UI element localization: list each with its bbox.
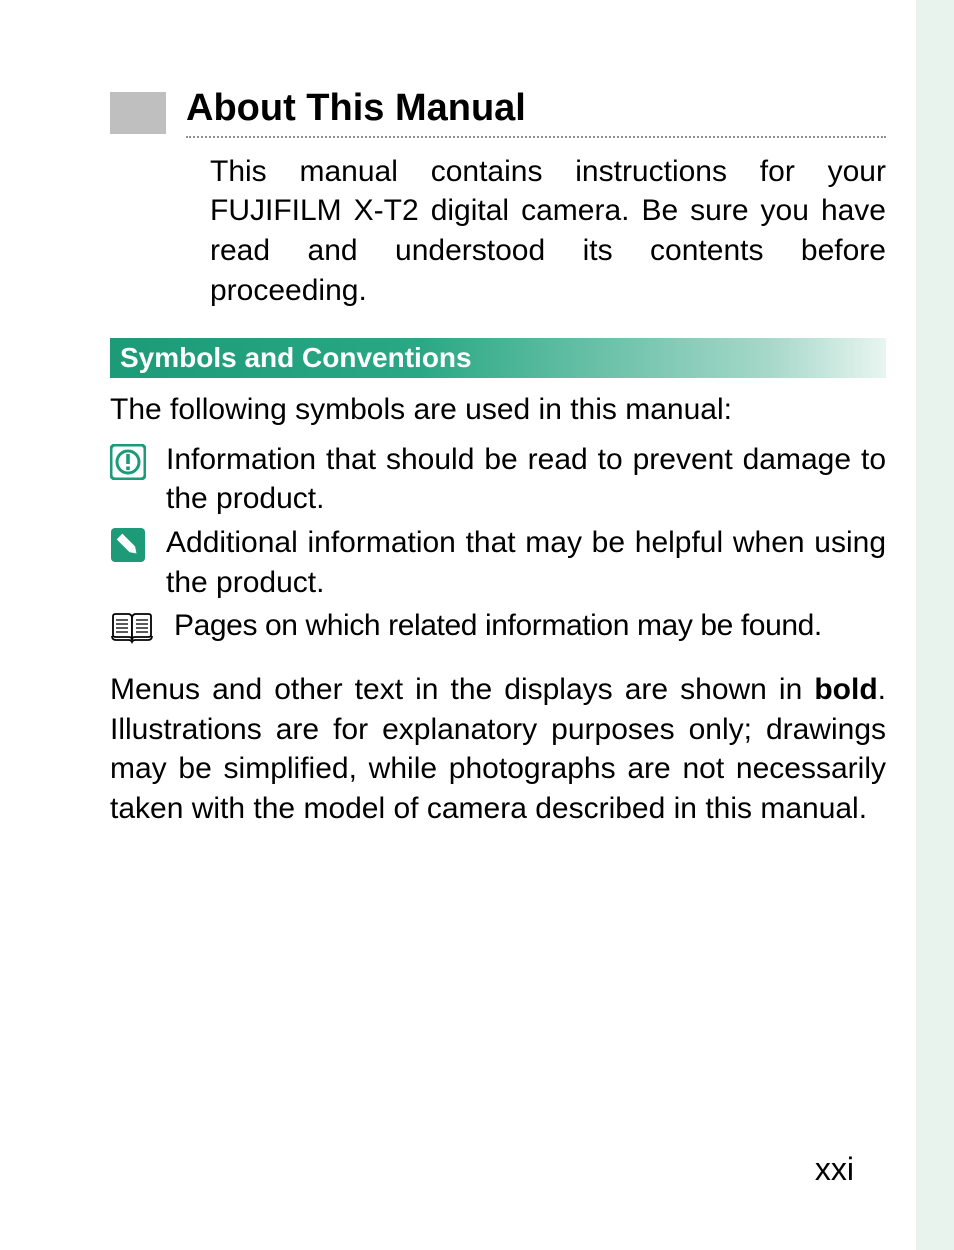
symbol-row-reference: Pages on which related information may b… — [110, 606, 886, 646]
menus-bold-word: bold — [814, 673, 877, 706]
symbol-row-note: Additional information that may be helpf… — [110, 523, 886, 602]
page-number: xxi — [815, 1151, 854, 1188]
section-heading-bar: Symbols and Conventions — [110, 338, 886, 378]
heading-marker-box — [110, 92, 166, 134]
caution-icon — [110, 444, 146, 480]
note-icon — [110, 527, 146, 563]
symbols-intro-text: The following symbols are used in this m… — [110, 390, 886, 430]
page-title: About This Manual — [186, 88, 886, 130]
symbol-text-caution: Information that should be read to preve… — [166, 440, 886, 519]
menus-prefix: Menus and other text in the displays are… — [110, 673, 814, 706]
reference-icon — [110, 610, 154, 646]
heading-column: About This Manual — [186, 88, 886, 152]
symbol-text-note: Additional information that may be helpf… — [166, 523, 886, 602]
symbol-row-caution: Information that should be read to preve… — [110, 440, 886, 519]
symbol-text-reference: Pages on which related information may b… — [174, 606, 886, 646]
dotted-rule — [186, 136, 886, 138]
heading-row: About This Manual — [110, 88, 886, 152]
menus-paragraph: Menus and other text in the displays are… — [110, 670, 886, 828]
manual-page: About This Manual This manual contains i… — [0, 0, 916, 1250]
intro-paragraph: This manual contains instructions for yo… — [210, 152, 886, 310]
side-tab — [916, 0, 954, 1250]
